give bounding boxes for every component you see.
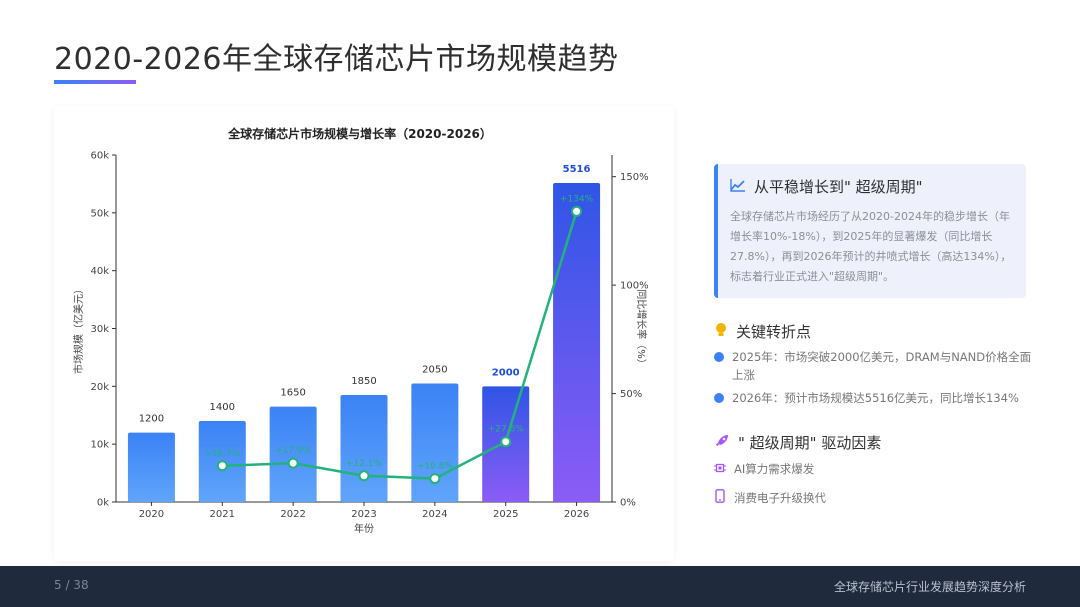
y-tick-label: 30k bbox=[90, 324, 109, 335]
turning-points-title: 关键转折点 bbox=[736, 323, 812, 341]
bar-value-label: 5516 bbox=[563, 164, 591, 175]
y2-axis-label: 同比增长率（%） bbox=[635, 289, 648, 369]
driver-item: 消费电子升级换代 bbox=[714, 489, 826, 506]
growth-rate-line bbox=[222, 211, 578, 480]
lightbulb-icon bbox=[714, 322, 728, 342]
growth-rate-label: +134% bbox=[560, 194, 594, 204]
x-tick-label: 2020 bbox=[139, 509, 164, 520]
bullet-dot bbox=[714, 393, 724, 403]
y2-tick-label: 0% bbox=[620, 498, 636, 509]
drivers-header: " 超级周期" 驱动因素 bbox=[714, 432, 881, 453]
x-tick-label: 2026 bbox=[564, 509, 589, 520]
driver-text: AI算力需求爆发 bbox=[734, 462, 815, 476]
chip-icon bbox=[714, 462, 726, 477]
turning-points-header: 关键转折点 bbox=[714, 321, 811, 342]
y-tick-label: 20k bbox=[90, 382, 109, 393]
bar bbox=[340, 395, 388, 502]
document-title: 全球存储芯片行业发展趋势深度分析 bbox=[833, 580, 1026, 594]
driver-item: AI算力需求爆发 bbox=[714, 461, 814, 477]
growth-rate-label: +17.9% bbox=[275, 446, 312, 456]
page-title: 2020-2026年全球存储芯片市场规模趋势 bbox=[54, 42, 619, 77]
driver-text: 消费电子升级换代 bbox=[734, 490, 826, 505]
y-tick-label: 50k bbox=[90, 208, 109, 219]
growth-rate-point bbox=[358, 470, 370, 482]
x-tick-label: 2022 bbox=[280, 509, 305, 520]
x-tick-label: 2023 bbox=[351, 509, 376, 520]
y-tick-label: 10k bbox=[90, 440, 109, 451]
drivers-title: " 超级周期" 驱动因素 bbox=[738, 434, 882, 452]
x-tick-label: 2024 bbox=[422, 509, 447, 520]
bar-value-label: 1850 bbox=[351, 376, 376, 387]
turning-point-text: 2026年：预计市场规模达5516亿美元，同比增长134% bbox=[732, 391, 1019, 405]
chart-svg: 全球存储芯片市场规模与增长率（2020-2026） 0k 10k 20k 30k 40k… bbox=[72, 126, 649, 535]
growth-rate-label: +16.7% bbox=[204, 449, 241, 459]
mobile-phone-icon bbox=[714, 489, 726, 506]
y2-tick-label: 150% bbox=[620, 172, 649, 183]
callout-body: 全球存储芯片市场经历了从2020-2024年的稳步增长（年增长率10%-18%）… bbox=[730, 210, 1012, 283]
growth-rate-label: +27.8% bbox=[488, 425, 525, 435]
chart-card: 全球存储芯片市场规模与增长率（2020-2026） 0k 10k 20k 30k 40k… bbox=[54, 106, 674, 561]
bar bbox=[411, 383, 459, 502]
footer-bar: 5 / 38 全球存储芯片行业发展趋势深度分析 bbox=[0, 566, 1080, 607]
bar-value-label: 2000 bbox=[492, 367, 520, 378]
growth-rate-label: +10.8% bbox=[417, 462, 454, 472]
y2-tick-label: 100% bbox=[620, 281, 649, 292]
growth-rate-point bbox=[571, 205, 583, 217]
callout-card: 从平稳增长到" 超级周期" 全球存储芯片市场经历了从2020-2024年的稳步增… bbox=[714, 164, 1026, 298]
growth-rate-point bbox=[429, 473, 441, 485]
growth-rate-point bbox=[500, 436, 512, 448]
x-axis-label: 年份 bbox=[354, 522, 374, 535]
bar-value-label: 1650 bbox=[280, 388, 305, 399]
turning-point-text: 2025年：市场突破2000亿美元，DRAM与NAND价格全面上涨 bbox=[732, 350, 1032, 382]
turning-point-item: 2025年：市场突破2000亿美元，DRAM与NAND价格全面上涨 bbox=[714, 348, 1034, 384]
bar-value-label: 1200 bbox=[139, 414, 164, 425]
y-axis-label: 市场规模（亿美元） bbox=[72, 284, 85, 374]
chart-title: 全球存储芯片市场规模与增长率（2020-2026） bbox=[227, 126, 492, 141]
trend-line-icon bbox=[730, 177, 746, 196]
page-number: 5 / 38 bbox=[54, 578, 89, 592]
bar bbox=[553, 182, 601, 502]
y-tick-label: 0k bbox=[97, 498, 109, 509]
callout-title: 从平稳增长到" 超级周期" bbox=[754, 178, 923, 196]
x-tick-label: 2021 bbox=[210, 509, 235, 520]
y2-tick-label: 50% bbox=[620, 389, 642, 400]
x-tick-label: 2025 bbox=[493, 509, 518, 520]
y-tick-label: 40k bbox=[90, 266, 109, 277]
bar-value-label: 2050 bbox=[422, 364, 447, 375]
growth-rate-point bbox=[287, 457, 299, 469]
bullet-dot bbox=[714, 352, 724, 362]
bar-value-label: 1400 bbox=[210, 402, 235, 413]
title-underline bbox=[54, 80, 136, 84]
bar bbox=[127, 432, 175, 502]
turning-point-item: 2026年：预计市场规模达5516亿美元，同比增长134% bbox=[714, 389, 1034, 407]
bar bbox=[269, 406, 317, 502]
growth-rate-label: +12.1% bbox=[346, 459, 383, 469]
y-tick-label: 60k bbox=[90, 151, 109, 162]
growth-rate-point bbox=[216, 460, 228, 472]
rocket-icon bbox=[714, 433, 730, 453]
